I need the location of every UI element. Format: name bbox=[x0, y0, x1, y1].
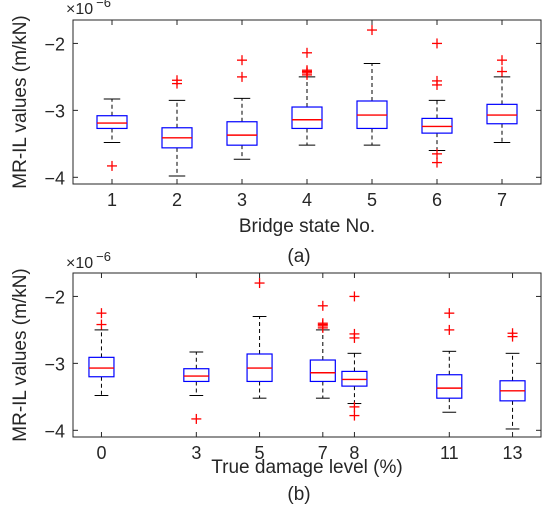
outlier-marker bbox=[432, 75, 442, 86]
y-tick-label: −4 bbox=[44, 168, 65, 188]
x-tick-label: 3 bbox=[237, 190, 247, 210]
box-7 bbox=[309, 300, 336, 399]
outlier-marker bbox=[302, 47, 312, 58]
y-tick-label: −2 bbox=[44, 34, 65, 54]
outlier-marker bbox=[349, 401, 360, 412]
box-3 bbox=[226, 55, 258, 160]
box-11 bbox=[436, 308, 463, 413]
outlier-marker bbox=[302, 65, 312, 76]
box-7 bbox=[486, 55, 518, 143]
chart-panel-b: −4 −3 −2 0 3 5 7 8 11 13 ×10 −6 MR-IL values (m/kN) T… bbox=[10, 249, 542, 505]
y-exponent-label: ×10 −6 bbox=[66, 249, 111, 272]
x-axis-label: True damage level (%) bbox=[211, 457, 402, 478]
y-axis-label: MR-IL values (m/kN) bbox=[10, 268, 31, 441]
box-3 bbox=[183, 351, 210, 424]
iqr-box bbox=[88, 356, 115, 378]
outlier-marker bbox=[96, 308, 107, 319]
x-tick-label: 7 bbox=[318, 443, 328, 463]
box-4 bbox=[291, 47, 323, 146]
x-tick-label: 7 bbox=[497, 190, 507, 210]
outlier-marker bbox=[444, 324, 455, 335]
outlier-marker bbox=[349, 410, 360, 421]
outlier-marker bbox=[444, 308, 455, 319]
x-tick-label: 2 bbox=[172, 190, 182, 210]
box-0 bbox=[88, 308, 115, 396]
chart-panel-a: −4 −3 −2 1 2 3 4 5 6 7 ×10 −6 MR-IL values (m/kN) Bri… bbox=[10, 0, 542, 267]
panel-label: (a) bbox=[287, 246, 310, 267]
outlier-marker bbox=[317, 300, 328, 311]
x-tick-label: 6 bbox=[432, 190, 442, 210]
outlier-marker bbox=[237, 55, 247, 66]
box-1 bbox=[96, 98, 128, 171]
outlier-marker bbox=[432, 38, 442, 49]
y-exponent-power: −6 bbox=[96, 0, 111, 10]
x-tick-label: 3 bbox=[191, 443, 201, 463]
x-tick-label: 5 bbox=[367, 190, 377, 210]
y-tick-label: −4 bbox=[44, 421, 65, 441]
x-tick-label: 8 bbox=[349, 443, 359, 463]
outlier-marker bbox=[497, 55, 507, 66]
outlier-marker bbox=[172, 75, 182, 86]
box-5 bbox=[246, 278, 273, 399]
x-tick-label: 5 bbox=[255, 443, 265, 463]
iqr-box bbox=[183, 368, 210, 383]
box-2 bbox=[161, 75, 193, 177]
outlier-marker bbox=[349, 328, 360, 339]
y-exponent-label: ×10 −6 bbox=[66, 0, 111, 18]
outlier-marker bbox=[367, 25, 377, 36]
outlier-marker bbox=[107, 160, 117, 171]
y-axis-label: MR-IL values (m/kN) bbox=[10, 15, 31, 188]
plot-frame bbox=[72, 19, 542, 185]
outlier-marker bbox=[237, 71, 247, 82]
box-5 bbox=[356, 25, 388, 146]
iqr-box bbox=[96, 115, 128, 130]
iqr-box bbox=[291, 106, 323, 130]
box-13 bbox=[499, 328, 526, 430]
iqr-box bbox=[486, 103, 518, 125]
x-tick-label: 11 bbox=[440, 443, 459, 463]
x-tick-label: 4 bbox=[302, 190, 312, 210]
y-tick-label: −2 bbox=[44, 287, 65, 307]
plot-frame bbox=[72, 272, 542, 438]
outlier-marker bbox=[432, 157, 442, 168]
outlier-marker bbox=[497, 66, 507, 77]
outlier-marker bbox=[317, 318, 328, 329]
outlier-marker bbox=[432, 148, 442, 159]
y-tick-label: −3 bbox=[44, 101, 65, 121]
outlier-marker bbox=[96, 319, 107, 330]
box-6 bbox=[421, 38, 453, 168]
outlier-marker bbox=[349, 291, 360, 302]
outlier-marker bbox=[191, 413, 202, 424]
y-tick-label: −3 bbox=[44, 354, 65, 374]
panel-label: (b) bbox=[287, 484, 310, 505]
iqr-box bbox=[309, 359, 336, 383]
outlier-marker bbox=[254, 278, 265, 289]
iqr-box bbox=[436, 374, 463, 399]
x-tick-label: 1 bbox=[107, 190, 117, 210]
iqr-box bbox=[226, 121, 258, 146]
x-axis-label: Bridge state No. bbox=[239, 216, 375, 237]
y-exponent-power: −6 bbox=[96, 249, 111, 264]
box-8 bbox=[341, 291, 368, 421]
x-tick-label: 0 bbox=[96, 443, 106, 463]
x-tick-label: 13 bbox=[503, 443, 523, 463]
outlier-marker bbox=[507, 328, 518, 339]
